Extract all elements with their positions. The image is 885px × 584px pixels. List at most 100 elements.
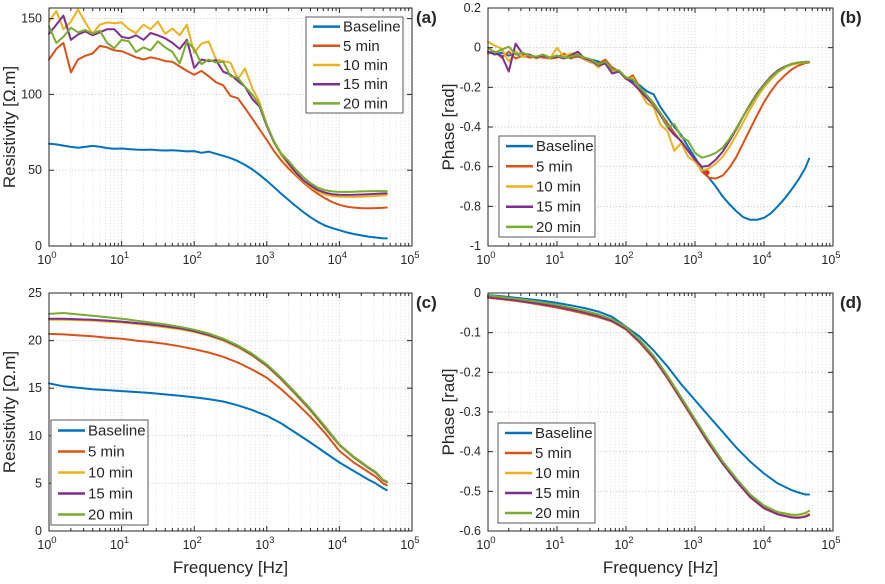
axis-box <box>48 292 413 532</box>
legend-box <box>50 419 149 526</box>
legend-entry-label: 15 min <box>535 485 580 502</box>
plot-b: 100 101 102 103 104 105 0.2 0 -0.2 -0.4 -0.6 -0.8 -1… <box>439 1 862 267</box>
x-tick-label: 101 <box>545 250 564 267</box>
series-line-baseline <box>48 142 388 240</box>
legend-entry-label: 10 min <box>343 57 388 74</box>
legend-entry-label: 5 min <box>88 444 125 461</box>
y-tick-label: 0 <box>35 524 42 538</box>
y-tick-label: -0.6 <box>459 524 481 538</box>
y-axis-label: Resistivity [Ω.m] <box>0 351 19 473</box>
legend-entry-label: 20 min <box>536 219 581 236</box>
tick-marks <box>487 292 834 532</box>
x-tick-label: 105 <box>821 535 840 552</box>
series-line-15-min <box>48 14 388 196</box>
y-tick-label: -0.4 <box>459 445 481 459</box>
legend-box <box>498 135 596 238</box>
series-line-5-min <box>48 332 388 487</box>
x-axis-label: Frequency [Hz] <box>603 558 718 577</box>
series-line-20-min <box>48 25 388 193</box>
subplot-label: (d) <box>840 293 862 312</box>
legend-entry-label: Baseline <box>343 19 401 36</box>
series-line-10-min <box>48 8 388 198</box>
legend: Baseline 5 min 10 min 15 min 20 min <box>50 419 149 526</box>
legend-entry-label: 5 min <box>536 158 573 175</box>
x-tick-label: 103 <box>255 250 274 267</box>
legend-entry-label: 5 min <box>535 445 572 462</box>
y-tick-label: -0.8 <box>459 199 481 213</box>
legend: Baseline 5 min 10 min 15 min 20 min <box>497 422 596 524</box>
y-tick-label: 0.2 <box>464 1 481 15</box>
x-tick-label: 102 <box>614 535 633 552</box>
y-tick-label: -0.5 <box>459 484 481 498</box>
y-tick-label: -1 <box>470 239 481 253</box>
plot-a: 100 101 102 103 104 105 0 50 100 150 Resistivity [… <box>0 7 437 267</box>
legend-entry-label: Baseline <box>536 138 594 155</box>
y-tick-label: 15 <box>28 381 42 395</box>
x-tick-label: 105 <box>821 250 840 267</box>
marker-point <box>704 170 710 176</box>
subplot-label: (c) <box>416 293 437 312</box>
y-axis-label: Phase [rad] <box>439 84 458 171</box>
legend-entry-label: 15 min <box>88 486 133 503</box>
x-tick-label: 100 <box>37 535 56 552</box>
legend-entry-label: Baseline <box>535 425 593 442</box>
y-tick-label: -0.3 <box>459 405 481 419</box>
series-line-20-min <box>48 312 388 483</box>
tick-marks <box>487 7 834 247</box>
x-tick-label: 103 <box>683 250 702 267</box>
legend-entry-label: 20 min <box>343 95 388 112</box>
x-tick-label: 100 <box>476 250 495 267</box>
x-tick-label: 100 <box>37 250 56 267</box>
x-tick-label: 105 <box>400 535 419 552</box>
x-tick-label: 103 <box>255 535 274 552</box>
x-tick-label: 104 <box>752 535 771 552</box>
y-tick-label: -0.2 <box>459 80 481 94</box>
y-tick-label: 25 <box>28 286 42 300</box>
y-tick-label: 10 <box>28 429 42 443</box>
y-tick-label: 150 <box>21 12 42 26</box>
x-tick-label: 104 <box>752 250 771 267</box>
plot-d: 100 101 102 103 104 105 0 -0.1 -0.2 -0.3 -0.4 -0.5 -… <box>439 286 862 577</box>
plot-c: 100 101 102 103 104 105 0 5 10 15 20 25 Resistivity … <box>0 286 437 577</box>
legend: Baseline 5 min 10 min 15 min 20 min <box>498 135 596 238</box>
y-axis-label: Resistivity [Ω.m] <box>0 66 19 188</box>
legend-entry-label: 10 min <box>536 179 581 196</box>
x-tick-label: 105 <box>400 250 419 267</box>
tick-marks <box>48 8 413 247</box>
legend-entry-label: 10 min <box>88 465 133 482</box>
legend-entry-label: 5 min <box>343 38 380 55</box>
y-tick-label: 20 <box>28 334 42 348</box>
x-tick-label: 101 <box>110 535 129 552</box>
x-tick-label: 104 <box>328 535 347 552</box>
series-line-baseline <box>48 382 388 492</box>
legend: Baseline 5 min 10 min 15 min 20 min <box>305 16 404 114</box>
y-tick-label: 0 <box>474 41 481 55</box>
y-tick-label: -0.2 <box>459 365 481 379</box>
x-tick-label: 101 <box>110 250 129 267</box>
legend-entry-label: 10 min <box>535 465 580 482</box>
y-tick-label: 0 <box>35 239 42 253</box>
legend-entry-label: 15 min <box>343 76 388 93</box>
y-tick-label: 100 <box>21 87 42 101</box>
legend-entry-label: Baseline <box>88 423 146 440</box>
x-tick-label: 100 <box>476 535 495 552</box>
axis-box <box>48 7 413 247</box>
series-line-20-min <box>487 45 811 159</box>
series-line-baseline <box>487 294 811 496</box>
subplot-label: (a) <box>416 8 437 27</box>
y-tick-label: -0.1 <box>459 326 481 340</box>
y-axis-label: Phase [rad] <box>439 369 458 456</box>
grid <box>488 293 833 531</box>
x-tick-label: 103 <box>683 535 702 552</box>
x-tick-label: 101 <box>545 535 564 552</box>
legend-entry-label: 20 min <box>535 505 580 522</box>
y-tick-label: -0.4 <box>459 120 481 134</box>
y-tick-label: 5 <box>35 476 42 490</box>
series-line-5-min <box>48 41 388 210</box>
legend-entry-label: 20 min <box>88 507 133 524</box>
series-line-20-min <box>487 294 811 516</box>
x-axis-label: Frequency [Hz] <box>173 558 288 577</box>
y-tick-label: 0 <box>474 286 481 300</box>
